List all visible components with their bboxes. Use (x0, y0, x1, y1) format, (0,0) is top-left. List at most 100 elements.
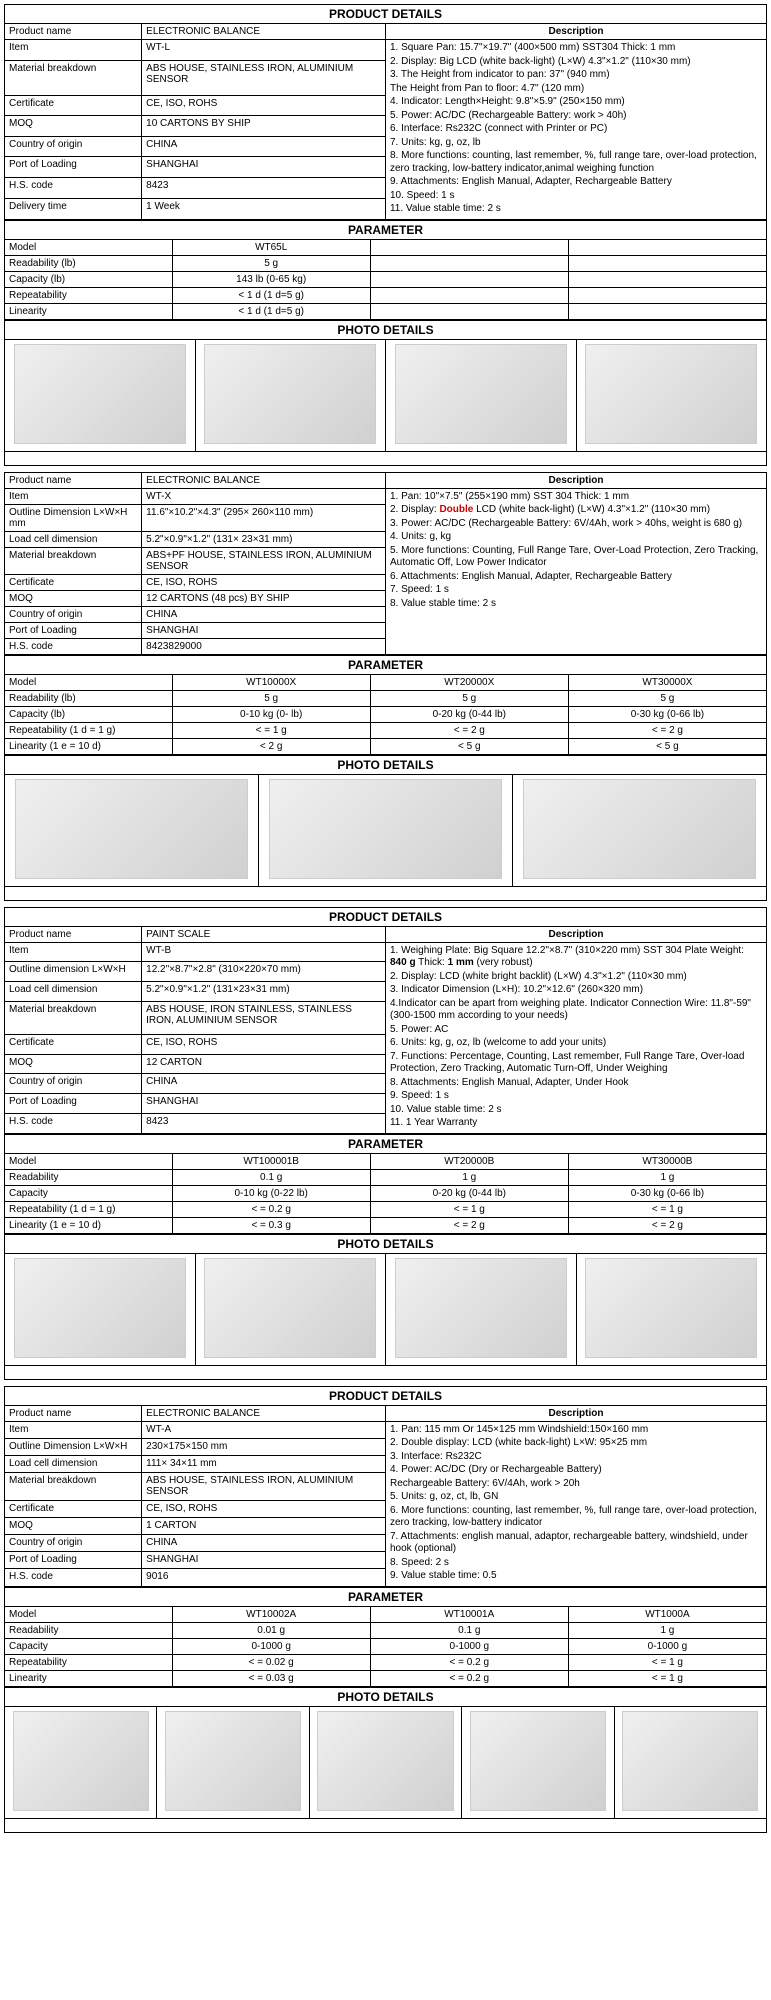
description-line: 10. Speed: 1 s (390, 190, 762, 203)
product-photo (5, 1253, 196, 1365)
param-label: Repeatability (5, 287, 173, 303)
param-value: < 5 g (568, 738, 766, 754)
parameter-header: PARAMETER (5, 1134, 767, 1153)
description-body: 1. Pan: 10"×7.5" (255×190 mm) SST 304 Th… (385, 488, 766, 654)
detail-value: PAINT SCALE (142, 926, 386, 942)
description-line: 3. Power: AC/DC (Rechargeable Battery: 6… (390, 518, 762, 531)
detail-value: SHANGHAI (142, 1552, 386, 1569)
param-value: 5 g (370, 690, 568, 706)
param-label: Linearity (5, 1670, 173, 1686)
param-value: < 2 g (172, 738, 370, 754)
param-value: WT65L (172, 239, 370, 255)
param-label: Capacity (5, 1638, 173, 1654)
param-value: 1 g (568, 1169, 766, 1185)
param-value: 0-30 kg (0-66 lb) (568, 706, 766, 722)
param-value: < = 2 g (370, 722, 568, 738)
description-line: 2. Display: Big LCD (white back-light) (… (390, 56, 762, 69)
description-line: 4. Units: g, kg (390, 531, 762, 544)
param-value: WT30000X (568, 674, 766, 690)
param-value: WT20000X (370, 674, 568, 690)
param-value: < = 2 g (370, 1217, 568, 1233)
description-line: 6. Attachments: English Manual, Adapter,… (390, 571, 762, 584)
detail-value: 8423 (142, 1113, 386, 1133)
detail-value: 12.2"×8.7"×2.8" (310×220×70 mm) (142, 962, 386, 982)
parameter-table: PARAMETERModelWT10000XWT20000XWT30000XRe… (4, 655, 767, 755)
param-label: Linearity (5, 303, 173, 319)
param-label: Readability (lb) (5, 255, 173, 271)
description-line: 2. Double display: LCD (white back-light… (390, 1437, 762, 1450)
description-line: 8. Speed: 2 s (390, 1557, 762, 1570)
description-header: Description (385, 472, 766, 488)
photo-header: PHOTO DETAILS (5, 755, 767, 774)
detail-label: Material breakdown (5, 547, 142, 574)
detail-label: Country of origin (5, 1535, 142, 1552)
detail-value: WT-X (142, 488, 386, 504)
param-value (370, 303, 568, 319)
detail-value: CE, ISO, ROHS (142, 1501, 386, 1518)
param-value: < = 1 g (370, 1201, 568, 1217)
detail-label: Product name (5, 1405, 142, 1421)
param-value (568, 239, 766, 255)
detail-label: MOQ (5, 590, 142, 606)
description-line: 1. Square Pan: 15.7"×19.7" (400×500 mm) … (390, 42, 762, 55)
description-line: 8. Value stable time: 2 s (390, 598, 762, 611)
detail-value: SHANGHAI (142, 1093, 386, 1113)
detail-label: H.S. code (5, 178, 142, 199)
detail-value: 1 CARTON (142, 1518, 386, 1535)
photo-header: PHOTO DETAILS (5, 320, 767, 339)
param-value: WT30000B (568, 1153, 766, 1169)
detail-value: 230×175×150 mm (142, 1438, 386, 1455)
param-label: Linearity (1 e = 10 d) (5, 738, 173, 754)
product-block: PRODUCT DETAILSProduct nameELECTRONIC BA… (4, 1386, 767, 1833)
description-line: 9. Value stable time: 0.5 (390, 1570, 762, 1583)
description-body: 1. Weighing Plate: Big Square 12.2"×8.7"… (385, 942, 766, 1133)
product-photo (157, 1706, 309, 1818)
param-value: < = 0.02 g (172, 1654, 370, 1670)
param-value: 0-30 kg (0-66 lb) (568, 1185, 766, 1201)
detail-label: Material breakdown (5, 1472, 142, 1501)
detail-value: ABS HOUSE, STAINLESS IRON, ALUMINIUM SEN… (142, 60, 386, 95)
product-photo (5, 339, 196, 451)
param-value (370, 255, 568, 271)
detail-label: Material breakdown (5, 60, 142, 95)
param-label: Repeatability (1 d = 1 g) (5, 722, 173, 738)
description-line: 3. Indicator Dimension (L×H): 10.2"×12.6… (390, 984, 762, 997)
description-line: 2. Display: Double LCD (white back-light… (390, 504, 762, 517)
product-photo (576, 1253, 767, 1365)
detail-label: Item (5, 942, 142, 962)
description-line: 4. Indicator: Length×Height: 9.8"×5.9" (… (390, 96, 762, 109)
detail-label: Country of origin (5, 606, 142, 622)
description-header: Description (385, 1405, 766, 1421)
param-label: Capacity (5, 1185, 173, 1201)
description-line: 1. Pan: 10"×7.5" (255×190 mm) SST 304 Th… (390, 491, 762, 504)
param-value (568, 303, 766, 319)
description-line: 7. Functions: Percentage, Counting, Last… (390, 1051, 762, 1076)
photo-details-table: PHOTO DETAILS (4, 320, 767, 466)
description-line: 11. 1 Year Warranty (390, 1117, 762, 1130)
detail-label: Product name (5, 24, 142, 40)
detail-label: Item (5, 1421, 142, 1438)
param-value: < = 1 g (568, 1654, 766, 1670)
detail-value: 5.2"×0.9"×1.2" (131× 23×31 mm) (142, 531, 386, 547)
product-block: PRODUCT DETAILSProduct nameELECTRONIC BA… (4, 4, 767, 466)
parameter-header: PARAMETER (5, 220, 767, 239)
detail-label: Outline Dimension L×W×H mm (5, 504, 142, 531)
detail-label: Delivery time (5, 198, 142, 219)
description-header: Description (385, 24, 766, 40)
detail-label: MOQ (5, 1054, 142, 1074)
param-value: 0-1000 g (172, 1638, 370, 1654)
product-details-table: PRODUCT DETAILSProduct nameELECTRONIC BA… (4, 1386, 767, 1587)
detail-label: Port of Loading (5, 622, 142, 638)
param-value: 0.01 g (172, 1622, 370, 1638)
product-block: Product nameELECTRONIC BALANCEDescriptio… (4, 472, 767, 901)
param-value: < = 1 g (568, 1670, 766, 1686)
param-value: 0.1 g (172, 1169, 370, 1185)
detail-value: 9016 (142, 1569, 386, 1586)
param-value: 5 g (172, 255, 370, 271)
param-value: WT100001B (172, 1153, 370, 1169)
param-value: < = 1 g (172, 722, 370, 738)
detail-label: Port of Loading (5, 1093, 142, 1113)
parameter-table: PARAMETERModelWT100001BWT20000BWT30000BR… (4, 1134, 767, 1234)
detail-value: CHINA (142, 606, 386, 622)
description-line: 1. Weighing Plate: Big Square 12.2"×8.7"… (390, 945, 762, 970)
